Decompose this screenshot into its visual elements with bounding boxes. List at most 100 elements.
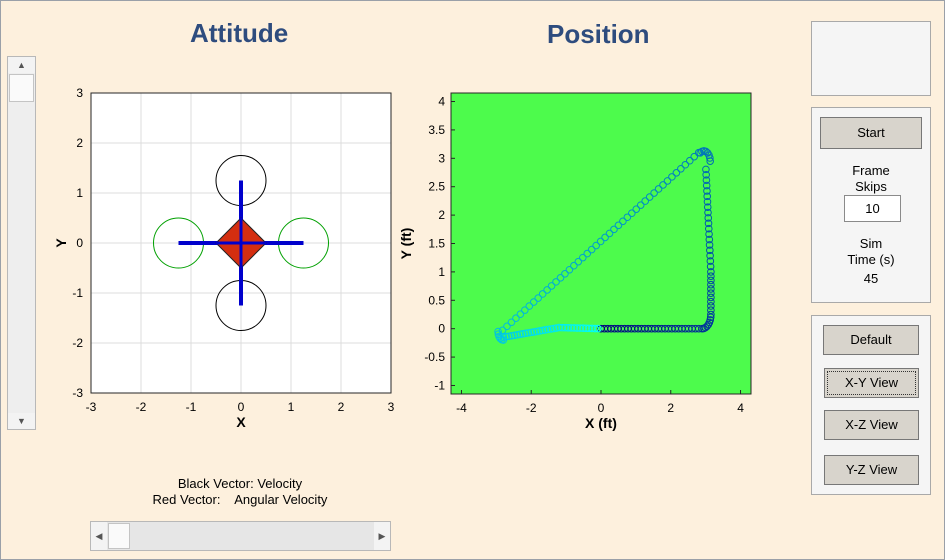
trajectory-point: [636, 201, 645, 209]
trajectory-point: [538, 326, 547, 335]
scroll-right-icon[interactable]: ▶: [374, 522, 390, 550]
trajectory-point: [705, 235, 714, 244]
trajectory-point: [541, 326, 549, 334]
trajectory-point: [703, 149, 712, 157]
trajectory-point: [535, 327, 544, 335]
trajectory-point: [707, 297, 715, 306]
trajectory-point: [588, 324, 596, 333]
trajectory-point: [690, 152, 699, 161]
trajectory-point: [591, 324, 599, 333]
trajectory-point: [698, 147, 706, 156]
position-y-tick-label: 3.5: [428, 123, 445, 137]
trajectory-point: [645, 193, 654, 201]
legend-angular-velocity: Red Vector: Angular Velocity: [152, 492, 328, 507]
trajectory-point: [706, 262, 715, 271]
trajectory-point: [623, 213, 632, 222]
trajectory-point: [494, 327, 502, 336]
position-y-tick-label: 0.5: [428, 293, 445, 307]
trajectory-point: [601, 233, 609, 242]
position-title: Position: [547, 19, 650, 49]
trajectory-point: [703, 192, 712, 201]
trajectory-point: [619, 217, 627, 226]
trajectory-point: [703, 197, 712, 206]
xz-view-button[interactable]: X-Z View: [824, 410, 919, 440]
trajectory-point: [558, 323, 566, 332]
trajectory-point: [707, 302, 715, 310]
trajectory-point: [632, 205, 641, 213]
trajectory-point: [641, 197, 649, 205]
trajectory-point: [705, 230, 713, 238]
default-view-button[interactable]: Default: [823, 325, 919, 355]
trajectory-point: [706, 246, 714, 255]
position-axes: -4 -2 0 2 4 4 3.5 3 2.5 2 1.5 1 0.5 0 -0.5 -1 X (ft) Y (f…: [398, 92, 752, 431]
trajectory-point: [605, 229, 614, 238]
trajectory-point: [707, 276, 715, 285]
trajectory-point: [579, 324, 587, 333]
attitude-y-tick-label: 0: [76, 236, 83, 250]
trajectory-point: [707, 310, 715, 319]
trajectory-point: [702, 176, 711, 184]
scroll-up-icon[interactable]: ▲: [8, 57, 35, 73]
trajectory-point: [546, 325, 555, 333]
position-x-tick-label: -4: [456, 401, 467, 415]
attitude-x-tick-label: 3: [388, 400, 395, 414]
vertical-slider[interactable]: ▲ ▼: [7, 56, 36, 430]
trajectory-point: [524, 329, 533, 337]
position-y-tick-label: 2: [438, 208, 445, 222]
trajectory-point: [574, 257, 583, 266]
vertical-slider-thumb[interactable]: [9, 74, 34, 102]
horizontal-slider-thumb[interactable]: [108, 523, 130, 549]
trajectory-point: [573, 324, 581, 332]
frame-skips-label-line2: Skips: [855, 179, 887, 194]
trajectory-point: [533, 327, 541, 336]
trajectory-point: [512, 314, 520, 323]
trajectory-point: [552, 278, 560, 286]
trajectory-point: [628, 209, 636, 218]
position-y-tick-label: 1.5: [428, 237, 445, 251]
trajectory-point: [507, 331, 516, 340]
top-blank-panel: [811, 21, 931, 96]
trajectory-point: [525, 302, 534, 310]
attitude-x-tick-label: -2: [136, 400, 147, 414]
trajectory-point: [702, 170, 710, 179]
attitude-y-tick-label: -3: [72, 386, 83, 400]
trajectory-point: [582, 324, 590, 333]
trajectory-point: [707, 268, 715, 276]
trajectory-point: [704, 208, 712, 217]
position-x-tick-label: 4: [737, 401, 744, 415]
attitude-axes: -3-3 -2 -2 -1 -1 0 0 1 1 2 2 3 3 X Y: [53, 86, 395, 430]
start-button[interactable]: Start: [820, 117, 922, 149]
trajectory-point: [556, 274, 565, 282]
trajectory-point: [587, 245, 596, 254]
trajectory-point: [565, 265, 574, 274]
frame-skips-input[interactable]: [844, 195, 901, 222]
sim-time-label-line2: Time (s): [847, 252, 895, 267]
trajectory-point: [570, 261, 578, 270]
position-x-tick-label: 2: [667, 401, 674, 415]
trajectory-point: [561, 269, 569, 278]
trajectory-point: [502, 332, 510, 341]
trajectory-point: [594, 324, 602, 333]
xy-view-button[interactable]: X-Y View: [824, 368, 919, 398]
frame-skips-label-line1: Frame: [852, 163, 890, 178]
trajectory-point: [685, 156, 694, 165]
trajectory-point: [596, 237, 605, 246]
yz-view-button[interactable]: Y-Z View: [824, 455, 919, 485]
attitude-x-tick-label: -3: [86, 400, 97, 414]
attitude-y-tick-label: 3: [76, 86, 83, 100]
attitude-y-axis-label: Y: [53, 238, 69, 248]
scroll-down-icon[interactable]: ▼: [8, 413, 35, 429]
legend-velocity: Black Vector: Velocity: [177, 476, 303, 491]
attitude-x-tick-label: 0: [238, 400, 245, 414]
position-y-tick-label: -1: [434, 378, 445, 392]
trajectory-point: [503, 322, 511, 331]
trajectory-point: [544, 325, 552, 334]
attitude-y-tick-label: -2: [72, 336, 83, 350]
attitude-y-tick-label: -1: [72, 286, 83, 300]
view-panel: Default X-Y View X-Z View Y-Z View: [811, 315, 931, 495]
horizontal-slider[interactable]: ◀ ▶: [90, 521, 391, 551]
trajectory-point: [704, 214, 713, 222]
scroll-left-icon[interactable]: ◀: [91, 522, 107, 550]
attitude-title: Attitude: [190, 18, 289, 48]
trajectory-point: [578, 253, 587, 262]
